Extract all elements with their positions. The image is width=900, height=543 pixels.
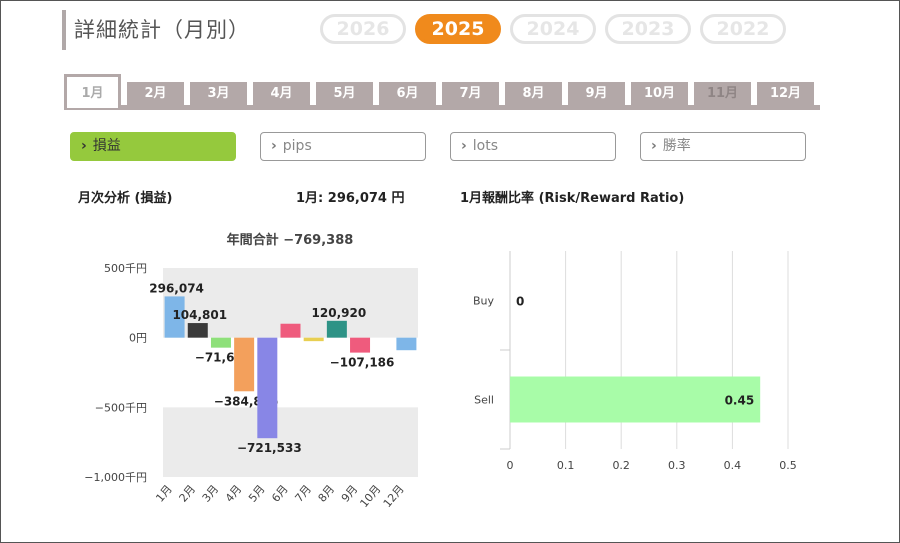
x-tick-label: 1月: [153, 483, 175, 505]
filter-label: lots: [472, 138, 499, 154]
tab-month-2[interactable]: 2月: [127, 82, 184, 106]
x-tick-label: 6月: [269, 483, 291, 505]
page-title: 詳細統計（月別）: [74, 18, 250, 42]
chevron-right-icon: ›: [651, 138, 657, 154]
winrate-filter-button[interactable]: › 勝率: [640, 132, 806, 161]
bar-8月: [326, 320, 347, 338]
y-tick-label: 0円: [129, 332, 147, 345]
year-button-2025[interactable]: 2025: [415, 14, 501, 44]
chevron-right-icon: ›: [81, 138, 87, 154]
tab-month-11[interactable]: 11月: [694, 82, 751, 106]
x-tick-label: 5月: [246, 483, 268, 505]
y-tick-label: 500千円: [104, 262, 147, 275]
chevron-right-icon: ›: [271, 138, 277, 154]
bar-6月: [280, 323, 301, 338]
month-tabs: 1月 2月 3月 4月 5月 6月 7月 8月 9月 10月 11月 12月: [64, 74, 820, 110]
pips-filter-button[interactable]: › pips: [260, 132, 426, 161]
title-accent-bar: [62, 10, 66, 50]
x-tick-label: 7月: [292, 483, 314, 505]
profit-filter-button[interactable]: › 損益: [70, 132, 236, 161]
tab-month-5[interactable]: 5月: [316, 82, 373, 106]
filter-label: 勝率: [662, 138, 691, 154]
x-tick-label: 10月: [357, 483, 383, 511]
bar-1月: [164, 296, 185, 338]
x-tick-label: 12月: [381, 483, 407, 511]
bar-3月: [210, 337, 231, 348]
month-tabs-baseline: [64, 105, 820, 110]
filter-label: 損益: [92, 138, 121, 154]
tab-month-3[interactable]: 3月: [190, 82, 247, 106]
tab-month-1[interactable]: 1月: [64, 74, 121, 108]
bar-12月: [396, 337, 417, 351]
y-tick-label: −500千円: [95, 401, 147, 414]
bar-2月: [187, 323, 208, 338]
bar-5月: [257, 337, 278, 439]
bar-4月: [234, 337, 255, 392]
tab-month-10[interactable]: 10月: [631, 82, 688, 106]
data-label: 120,920: [312, 306, 367, 320]
tab-month-4[interactable]: 4月: [253, 82, 310, 106]
risk-reward-title: 1月報酬比率 (Risk/Reward Ratio): [460, 191, 685, 206]
data-label: 296,074: [149, 281, 204, 295]
data-label: 104,801: [172, 308, 227, 322]
lots-filter-button[interactable]: › lots: [450, 132, 616, 161]
x-tick-label: 8月: [316, 483, 338, 505]
y-tick-label: −1,000千円: [84, 471, 147, 484]
month-value: 1月: 296,074 円: [296, 191, 405, 206]
bar-7月: [303, 337, 324, 342]
tab-month-12[interactable]: 12月: [757, 82, 814, 106]
tab-month-8[interactable]: 8月: [505, 82, 562, 106]
x-tick-label: 4月: [223, 483, 245, 505]
tab-month-6[interactable]: 6月: [379, 82, 436, 106]
year-button-2026[interactable]: 2026: [320, 14, 406, 44]
data-label: −107,186: [330, 356, 395, 370]
tab-month-9[interactable]: 9月: [568, 82, 625, 106]
filter-label: pips: [282, 138, 312, 154]
plot-band-lower: [163, 407, 418, 477]
monthly-analysis-title: 月次分析 (損益): [78, 191, 173, 206]
x-tick-label: 2月: [177, 483, 199, 505]
data-label: −721,533: [237, 441, 302, 455]
year-selector: 2026 2025 2024 2023 2022: [320, 14, 786, 44]
chart-title: 年間合計 −769,388: [227, 232, 354, 248]
bar-9月: [350, 337, 371, 353]
year-button-2024[interactable]: 2024: [510, 14, 596, 44]
chevron-right-icon: ›: [461, 138, 467, 154]
year-button-2022[interactable]: 2022: [700, 14, 786, 44]
tab-month-7[interactable]: 7月: [442, 82, 499, 106]
year-button-2023[interactable]: 2023: [605, 14, 691, 44]
x-tick-label: 3月: [200, 483, 222, 505]
